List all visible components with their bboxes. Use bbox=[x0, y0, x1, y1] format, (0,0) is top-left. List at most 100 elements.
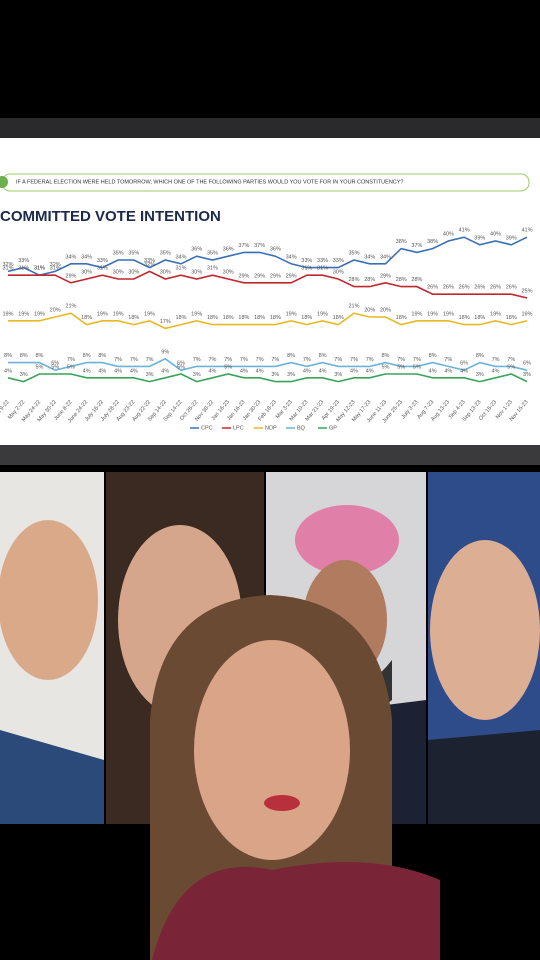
data-label: 18% bbox=[81, 315, 92, 321]
data-label: 4% bbox=[319, 368, 327, 374]
presenter bbox=[150, 595, 440, 960]
data-label: 7% bbox=[397, 357, 405, 363]
data-label: 4% bbox=[429, 368, 437, 374]
face bbox=[194, 640, 350, 860]
data-label: 30% bbox=[160, 269, 171, 275]
data-label: 7% bbox=[492, 357, 500, 363]
data-label: 5% bbox=[413, 364, 421, 370]
data-label: 21% bbox=[348, 304, 359, 310]
data-label: 8% bbox=[20, 353, 28, 359]
data-label: 7% bbox=[208, 357, 216, 363]
data-label: 18% bbox=[270, 315, 281, 321]
data-label: 39% bbox=[506, 235, 517, 241]
data-label: 6% bbox=[460, 361, 468, 367]
data-label: 40% bbox=[490, 231, 501, 237]
data-label: 19% bbox=[97, 311, 108, 317]
data-label: 21% bbox=[65, 304, 76, 310]
mid-band bbox=[0, 445, 540, 465]
suit-4 bbox=[428, 730, 540, 824]
data-label: 34% bbox=[364, 254, 375, 260]
data-label: 4% bbox=[460, 368, 468, 374]
data-label: 7% bbox=[146, 357, 154, 363]
data-label: 7% bbox=[271, 357, 279, 363]
data-label: 3% bbox=[334, 372, 342, 378]
chart-title: COMMITTED VOTE INTENTION bbox=[0, 208, 221, 225]
data-label: 29% bbox=[380, 273, 391, 279]
data-label: 5% bbox=[67, 364, 75, 370]
data-label: 7% bbox=[224, 357, 232, 363]
data-label: 7% bbox=[114, 357, 122, 363]
data-label: 35% bbox=[348, 250, 359, 256]
data-label: 3% bbox=[476, 372, 484, 378]
data-label: 5% bbox=[51, 364, 59, 370]
data-label: 30% bbox=[128, 269, 139, 275]
legend-label: BQ bbox=[297, 425, 306, 431]
data-label: 29% bbox=[65, 273, 76, 279]
data-label: 34% bbox=[81, 254, 92, 260]
top bbox=[152, 862, 440, 960]
data-label: 41% bbox=[459, 228, 470, 234]
data-label: 31% bbox=[175, 266, 186, 272]
data-label: 7% bbox=[444, 357, 452, 363]
data-label: 8% bbox=[429, 353, 437, 359]
data-label: 4% bbox=[350, 368, 358, 374]
data-label: 3% bbox=[146, 372, 154, 378]
data-label: 33% bbox=[97, 258, 108, 264]
data-label: 8% bbox=[381, 353, 389, 359]
series-line bbox=[8, 312, 528, 330]
data-label: 8% bbox=[4, 353, 12, 359]
data-label: 19% bbox=[144, 311, 155, 317]
data-label: 7% bbox=[130, 357, 138, 363]
data-label: 32% bbox=[2, 262, 13, 268]
series-line bbox=[7, 236, 528, 277]
data-label: 4% bbox=[240, 368, 248, 374]
data-label: 36% bbox=[223, 247, 234, 253]
data-label: 3% bbox=[193, 372, 201, 378]
suit-1 bbox=[0, 730, 104, 824]
data-label: 9% bbox=[161, 349, 169, 355]
data-label: 7% bbox=[413, 357, 421, 363]
data-label: 4% bbox=[161, 368, 169, 374]
data-label: 7% bbox=[193, 357, 201, 363]
data-label: 8% bbox=[287, 353, 295, 359]
data-label: 19% bbox=[2, 311, 13, 317]
series-line bbox=[7, 373, 528, 383]
data-label: 31% bbox=[207, 266, 218, 272]
data-label: 37% bbox=[411, 243, 422, 249]
data-label: 18% bbox=[506, 315, 517, 321]
data-label: 4% bbox=[256, 368, 264, 374]
data-label: 7% bbox=[366, 357, 374, 363]
data-label: 20% bbox=[380, 307, 391, 313]
legend-label: NDP bbox=[265, 425, 277, 431]
data-label: 25% bbox=[521, 288, 532, 294]
data-label: 19% bbox=[411, 311, 422, 317]
data-label: 20% bbox=[364, 307, 375, 313]
data-label: 28% bbox=[396, 277, 407, 283]
data-label: 19% bbox=[443, 311, 454, 317]
data-label: 41% bbox=[521, 228, 532, 234]
data-label: 38% bbox=[427, 239, 438, 245]
data-label: 3% bbox=[287, 372, 295, 378]
data-label: 32% bbox=[144, 262, 155, 268]
data-label: 5% bbox=[397, 364, 405, 370]
data-label: 4% bbox=[303, 368, 311, 374]
data-label: 31% bbox=[50, 266, 61, 272]
data-label: 26% bbox=[506, 285, 517, 291]
data-label: 28% bbox=[364, 277, 375, 283]
data-label: 8% bbox=[98, 353, 106, 359]
data-label: 32% bbox=[50, 262, 61, 268]
data-label: 4% bbox=[4, 368, 12, 374]
question: IF A FEDERAL ELECTION WERE HELD TOMORROW… bbox=[16, 179, 404, 185]
data-label: 4% bbox=[444, 368, 452, 374]
data-label: 18% bbox=[207, 315, 218, 321]
data-label: 30% bbox=[191, 269, 202, 275]
lips bbox=[264, 795, 300, 811]
data-label: 26% bbox=[490, 285, 501, 291]
data-label: 34% bbox=[380, 254, 391, 260]
data-label: 37% bbox=[238, 243, 249, 249]
data-label: 18% bbox=[301, 315, 312, 321]
data-label: 34% bbox=[175, 254, 186, 260]
question-icon bbox=[0, 176, 8, 188]
data-label: 30% bbox=[223, 269, 234, 275]
